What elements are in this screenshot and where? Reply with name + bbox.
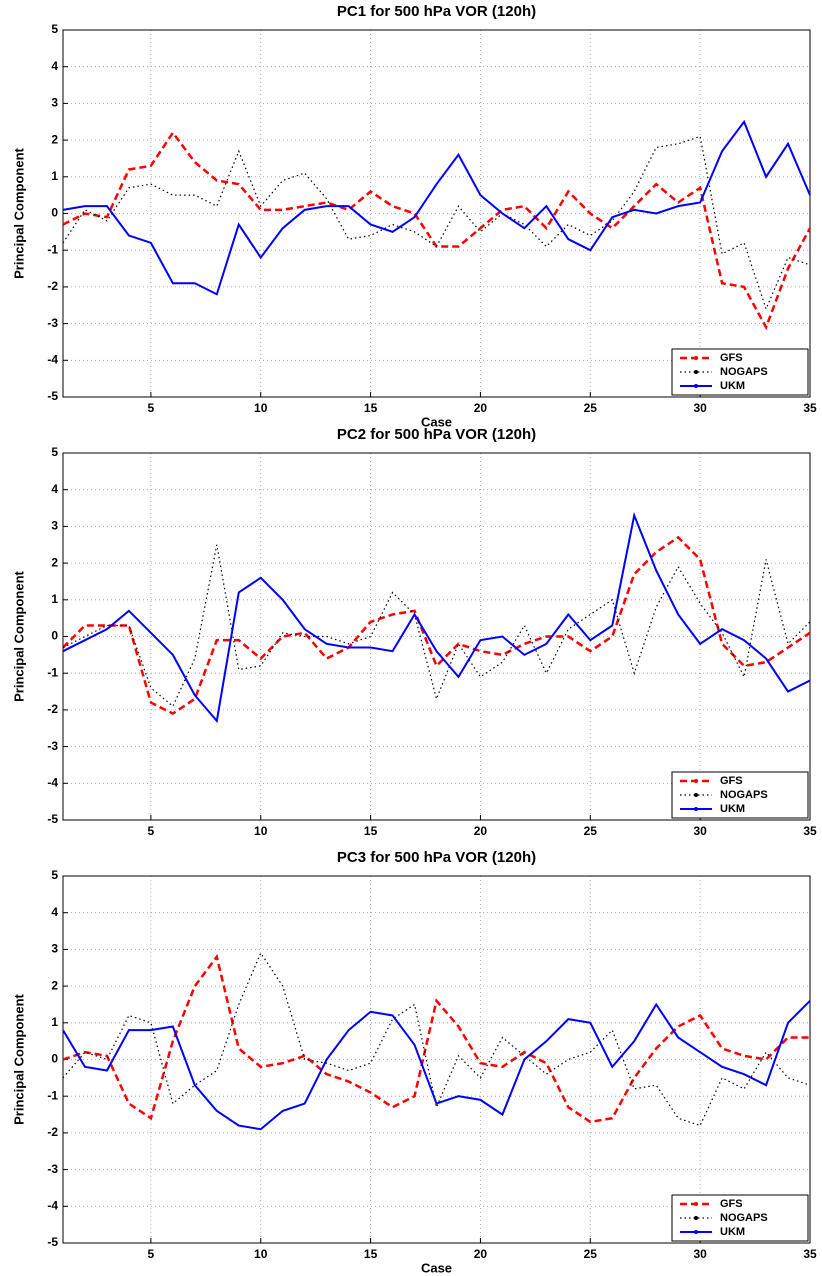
series-line xyxy=(62,130,812,331)
y-tick-label: -5 xyxy=(47,389,58,403)
x-tick-label: 35 xyxy=(803,401,817,415)
y-tick-label: -3 xyxy=(47,316,58,330)
y-tick-label: -4 xyxy=(47,1198,58,1212)
series-line xyxy=(62,119,811,296)
legend-label: UKM xyxy=(720,380,745,392)
legend-label: GFS xyxy=(720,1198,743,1210)
y-tick-label: -2 xyxy=(47,702,58,716)
legend-marker xyxy=(694,356,698,360)
chart-title: PC3 for 500 hPa VOR (120h) xyxy=(337,849,536,866)
x-tick-label: 30 xyxy=(693,401,707,415)
x-axis-label: Case xyxy=(421,414,452,429)
x-tick-label: 35 xyxy=(803,1247,817,1261)
legend-marker xyxy=(694,384,698,388)
series-line xyxy=(62,135,811,311)
chart-title: PC1 for 500 hPa VOR (120h) xyxy=(337,3,536,20)
x-tick-label: 25 xyxy=(584,401,598,415)
series-line xyxy=(62,1000,811,1131)
y-tick-label: 5 xyxy=(51,22,58,36)
y-tick-label: 0 xyxy=(51,206,58,220)
y-tick-label: 2 xyxy=(51,978,58,992)
legend-marker xyxy=(694,779,698,783)
y-tick-label: -5 xyxy=(47,1235,58,1249)
x-tick-label: 30 xyxy=(693,824,707,838)
y-tick-label: 0 xyxy=(51,1052,58,1066)
y-tick-label: -5 xyxy=(47,812,58,826)
x-tick-label: 35 xyxy=(803,824,817,838)
y-tick-label: 3 xyxy=(51,519,58,533)
y-tick-label: -1 xyxy=(47,665,58,679)
legend-marker xyxy=(694,793,698,797)
series-line xyxy=(62,535,811,716)
y-tick-label: 4 xyxy=(51,59,58,73)
series-line xyxy=(62,544,811,708)
x-tick-label: 5 xyxy=(148,1247,155,1261)
x-tick-label: 15 xyxy=(364,1247,378,1261)
legend-marker xyxy=(694,370,698,374)
x-tick-label: 20 xyxy=(474,1247,488,1261)
x-tick-label: 20 xyxy=(474,401,488,415)
x-tick-label: 25 xyxy=(584,1247,598,1261)
y-tick-label: 1 xyxy=(51,1015,58,1029)
legend-marker xyxy=(694,1230,698,1234)
y-tick-label: 1 xyxy=(51,592,58,606)
series-line xyxy=(62,511,811,724)
y-tick-label: 2 xyxy=(51,555,58,569)
y-tick-label: 5 xyxy=(51,445,58,459)
y-tick-label: 2 xyxy=(51,132,58,146)
series-line xyxy=(62,951,811,1127)
y-tick-label: 4 xyxy=(51,905,58,919)
x-tick-label: 10 xyxy=(254,1247,268,1261)
y-tick-label: -2 xyxy=(47,1125,58,1139)
x-tick-label: 10 xyxy=(254,824,268,838)
y-tick-label: -3 xyxy=(47,1162,58,1176)
y-tick-label: -4 xyxy=(47,352,58,366)
legend-label: GFS xyxy=(720,352,743,364)
x-tick-label: 15 xyxy=(364,824,378,838)
y-axis-label: Principal Component xyxy=(11,570,26,701)
series-line xyxy=(62,953,810,1124)
y-tick-label: 5 xyxy=(51,868,58,882)
legend-label: UKM xyxy=(720,1226,745,1238)
legend-label: UKM xyxy=(720,803,745,815)
x-tick-label: 30 xyxy=(693,1247,707,1261)
plot-frame xyxy=(62,452,811,821)
legend-marker xyxy=(694,807,698,811)
legend-label: NOGAPS xyxy=(720,366,768,378)
x-tick-label: 25 xyxy=(584,824,598,838)
legend-label: NOGAPS xyxy=(720,1212,768,1224)
legend-marker xyxy=(694,1202,698,1206)
x-tick-label: 5 xyxy=(148,824,155,838)
y-axis-label: Principal Component xyxy=(11,147,26,278)
y-axis-label: Principal Component xyxy=(11,993,26,1124)
y-tick-label: -1 xyxy=(47,242,58,256)
x-axis-label: Case xyxy=(421,1260,452,1275)
y-tick-label: 4 xyxy=(51,482,58,496)
y-tick-label: -4 xyxy=(47,775,58,789)
x-tick-label: 10 xyxy=(254,401,268,415)
y-tick-label: 1 xyxy=(51,169,58,183)
chart-title: PC2 for 500 hPa VOR (120h) xyxy=(337,426,536,443)
y-tick-label: 3 xyxy=(51,96,58,110)
y-tick-label: -2 xyxy=(47,279,58,293)
plot-frame xyxy=(62,29,811,398)
legend-label: NOGAPS xyxy=(720,789,768,801)
legend-label: GFS xyxy=(720,775,743,787)
x-tick-label: 15 xyxy=(364,401,378,415)
y-tick-label: -3 xyxy=(47,739,58,753)
y-tick-label: -1 xyxy=(47,1088,58,1102)
y-tick-label: 0 xyxy=(51,629,58,643)
x-tick-label: 20 xyxy=(474,824,488,838)
y-tick-label: 3 xyxy=(51,942,58,956)
legend-marker xyxy=(694,1216,698,1220)
x-tick-label: 5 xyxy=(148,401,155,415)
